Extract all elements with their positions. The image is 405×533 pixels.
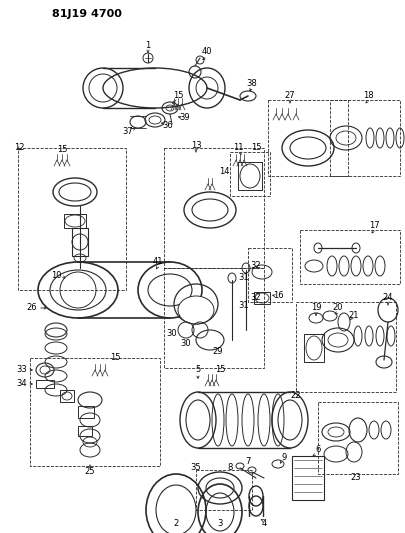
Text: 32: 32 [250,294,261,303]
Text: 6: 6 [315,446,320,455]
Bar [230,152,269,196]
Text: 11: 11 [232,143,243,152]
Bar [72,228,88,256]
Text: 38: 38 [246,79,257,88]
Bar [18,148,126,290]
Text: 12: 12 [14,143,24,152]
Bar [36,380,54,388]
Text: 24: 24 [382,294,392,303]
Text: 10: 10 [51,271,61,280]
Bar [329,100,399,176]
Text: 3: 3 [217,520,222,529]
Bar [64,214,86,228]
Text: 25: 25 [85,467,95,477]
Text: 15: 15 [172,91,183,100]
Text: 13: 13 [190,141,201,149]
Text: 37: 37 [122,127,133,136]
Text: 31: 31 [238,273,249,282]
Bar [78,406,94,418]
Text: 35: 35 [190,464,201,472]
Text: 5: 5 [195,366,200,375]
Bar [164,148,263,268]
Bar [60,390,74,402]
Bar [303,334,323,362]
Bar [299,230,399,284]
Text: 4: 4 [261,520,266,529]
Text: 81J19 4700: 81J19 4700 [52,9,122,19]
Text: 23: 23 [350,473,360,482]
Bar [164,268,263,368]
Text: 20: 20 [332,303,342,312]
Text: 34: 34 [17,379,27,389]
Text: 36: 36 [162,120,173,130]
Bar [247,248,291,302]
Text: 33: 33 [17,366,27,375]
Text: 18: 18 [362,92,372,101]
Ellipse shape [177,296,213,324]
Text: 29: 29 [212,348,223,357]
Text: 32: 32 [250,262,261,271]
Text: 15: 15 [57,146,67,155]
Text: 31: 31 [238,302,249,311]
Text: 1: 1 [145,42,150,51]
Text: 41: 41 [152,257,163,266]
Text: 9: 9 [281,454,286,463]
Text: 22: 22 [290,392,301,400]
Bar [254,292,269,304]
Text: 19: 19 [310,303,320,312]
Text: 26: 26 [27,303,37,312]
Text: 14: 14 [218,167,229,176]
Bar [295,302,395,392]
Text: 30: 30 [166,329,177,338]
Text: 15: 15 [109,353,120,362]
Text: 15: 15 [214,366,225,375]
Bar [30,358,160,466]
Bar [267,100,347,176]
Text: 30: 30 [180,340,191,349]
Text: 8: 8 [227,464,232,472]
Text: 7: 7 [245,457,250,466]
Bar [196,470,252,510]
Bar [291,456,323,500]
Text: 27: 27 [284,92,294,101]
Text: 21: 21 [348,311,358,320]
Text: 17: 17 [368,222,378,230]
Bar [317,402,397,474]
Text: 2: 2 [173,520,178,529]
Bar [78,426,92,436]
Bar [237,162,261,190]
Text: 15: 15 [250,143,260,152]
Text: 40: 40 [201,47,212,56]
Text: 16: 16 [272,292,283,301]
Text: 39: 39 [179,114,190,123]
